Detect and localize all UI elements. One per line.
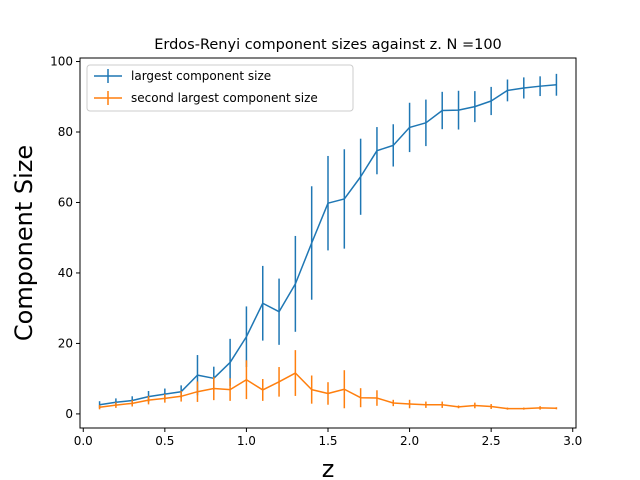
x-tick-label: 0.5 <box>155 434 174 448</box>
x-tick-label: 0.0 <box>74 434 93 448</box>
series-1 <box>98 350 558 410</box>
y-tick-label: 40 <box>58 266 73 280</box>
x-axis-label: z <box>322 455 335 480</box>
series-line <box>99 84 557 406</box>
x-tick-label: 1.0 <box>237 434 256 448</box>
axis-ticks: 0.0 0.5 1.0 1.5 2.0 2.5 3.0 0 20 40 60 80 100 <box>50 55 582 448</box>
chart-title: Erdos-Renyi component sizes against z. N… <box>154 37 502 53</box>
plot-frame <box>79 57 577 429</box>
series-0 <box>98 73 558 409</box>
legend-box <box>86 64 354 112</box>
x-tick-label: 2.5 <box>482 434 501 448</box>
y-tick-label: 100 <box>50 55 73 69</box>
series-line <box>99 372 557 410</box>
legend-label: second largest component size <box>131 91 318 105</box>
x-tick-label: 3.0 <box>563 434 582 448</box>
y-tick-label: 0 <box>65 407 73 421</box>
legend-label: largest component size <box>131 69 271 83</box>
x-tick-label: 1.5 <box>318 434 337 448</box>
y-tick-label: 60 <box>58 195 73 209</box>
plot-marks <box>98 73 558 410</box>
y-tick-label: 80 <box>58 125 73 139</box>
y-tick-label: 20 <box>58 336 73 350</box>
legend: largest component size second largest com… <box>86 64 354 112</box>
x-tick-label: 2.0 <box>400 434 419 448</box>
y-axis-label: Component Size <box>10 145 38 341</box>
